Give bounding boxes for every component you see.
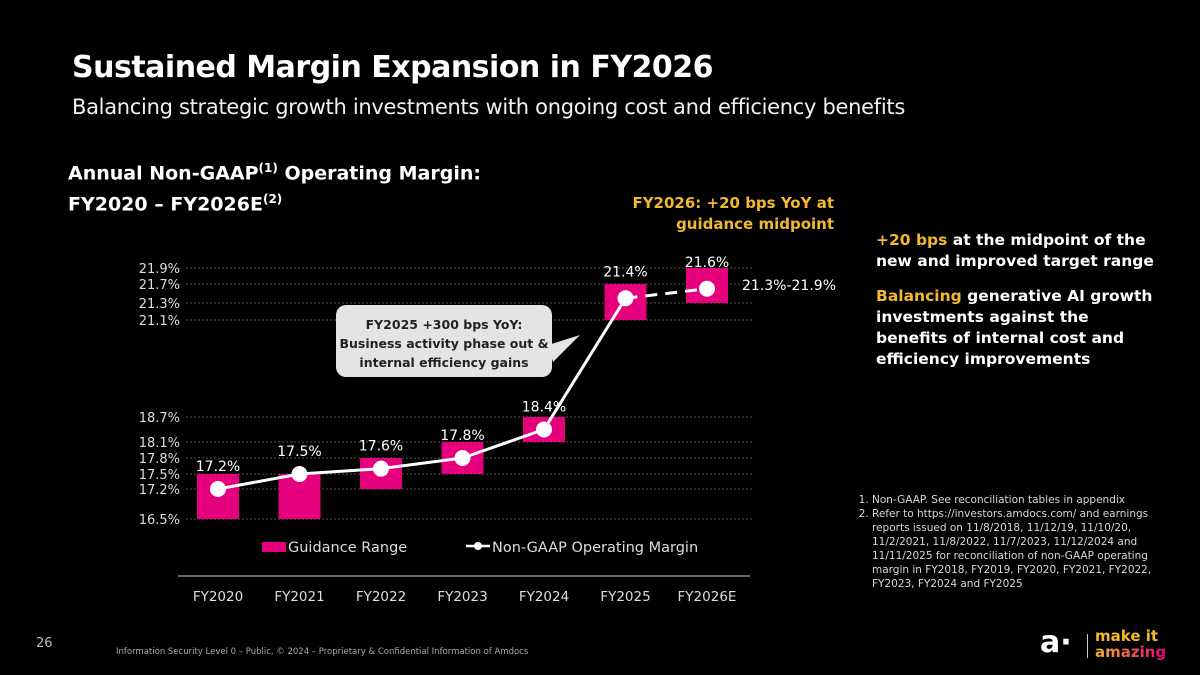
x-tick-label: FY2024 bbox=[519, 589, 569, 605]
y-axis-labels: 21.9%21.7% 21.3% 21.1% 18.7% 18.1%17.8%17.5%… bbox=[139, 262, 180, 528]
chart-title: Annual Non-GAAP(1) Operating Margin: FY2… bbox=[68, 155, 481, 218]
data-point bbox=[291, 466, 308, 482]
chart-title-part: Annual Non-GAAP bbox=[68, 162, 259, 185]
y-tick-label: 21.9% bbox=[139, 262, 180, 277]
side-text: at the midpoint of the new and improved … bbox=[876, 231, 1154, 270]
side-text: generative AI growth investments against… bbox=[876, 287, 1153, 368]
legend-marker bbox=[474, 542, 482, 550]
data-label: 21.6% bbox=[685, 255, 729, 271]
data-label: 21.4% bbox=[603, 264, 647, 280]
chart-title-part: Operating Margin: bbox=[277, 162, 481, 185]
y-tick-label: 16.5% bbox=[139, 513, 180, 528]
data-point bbox=[454, 450, 471, 466]
highlight: +20 bps bbox=[876, 231, 948, 249]
line-segment bbox=[217, 472, 300, 491]
fy2026-callout: FY2026: +20 bps YoY at guidance midpoint bbox=[632, 194, 834, 233]
legend-swatch-guidance bbox=[262, 542, 286, 552]
copyright-notice: Information Security Level 0 – Public, ©… bbox=[116, 647, 529, 657]
data-point bbox=[373, 460, 389, 477]
x-tick-label: FY2026E bbox=[678, 589, 737, 605]
logo-line1: make it bbox=[1095, 627, 1159, 645]
x-tick-label: FY2022 bbox=[356, 589, 406, 605]
line-segment bbox=[542, 297, 627, 431]
line-segment bbox=[299, 467, 382, 476]
margin-points bbox=[210, 280, 715, 497]
page-subtitle: Balancing strategic growth investments w… bbox=[72, 95, 905, 119]
y-tick-label: 17.5% bbox=[139, 468, 180, 483]
footnotes: Non-GAAP. See reconciliation tables in a… bbox=[856, 493, 1176, 591]
y-tick-label: 21.1% bbox=[139, 314, 180, 329]
y-tick-label: 18.7% bbox=[139, 411, 180, 426]
footnote-item: Refer to https://investors.amdocs.com/ a… bbox=[872, 507, 1176, 591]
page-number: 26 bbox=[36, 636, 53, 651]
line-segment bbox=[462, 428, 545, 460]
side-commentary: +20 bps at the midpoint of the new and i… bbox=[876, 230, 1156, 384]
legend: Guidance Range Non-GAAP Operating Margin bbox=[262, 540, 698, 556]
legend-label-guidance: Guidance Range bbox=[288, 540, 407, 556]
data-label: 18.4% bbox=[522, 400, 566, 416]
chart-title-part: FY2020 – FY2026E bbox=[68, 193, 263, 216]
logo-divider bbox=[1087, 634, 1088, 658]
footnote-ref: (2) bbox=[262, 192, 283, 207]
forecast-segment bbox=[625, 287, 708, 300]
data-label: 17.8% bbox=[440, 428, 484, 444]
logo-tagline: make it amazing bbox=[1095, 628, 1166, 660]
data-label: 17.6% bbox=[359, 439, 403, 455]
y-tick-label: 17.8% bbox=[139, 452, 180, 467]
bubble-line: Business activity phase out & bbox=[339, 336, 549, 351]
margin-line bbox=[217, 287, 708, 491]
data-point bbox=[536, 421, 552, 438]
bubble-line: internal efficiency gains bbox=[359, 355, 529, 370]
x-tick-label: FY2020 bbox=[193, 589, 243, 605]
footnote-item: Non-GAAP. See reconciliation tables in a… bbox=[872, 493, 1176, 507]
logo-line2: amazing bbox=[1095, 643, 1167, 661]
bubble-line: FY2025 +300 bps YoY: bbox=[365, 317, 523, 332]
data-label: 17.2% bbox=[196, 459, 240, 475]
amdocs-logo: a· make it amazing bbox=[1040, 626, 1180, 666]
data-label: 17.5% bbox=[277, 444, 321, 460]
side-point: +20 bps at the midpoint of the new and i… bbox=[876, 230, 1156, 272]
y-tick-label: 18.1% bbox=[139, 436, 180, 451]
y-tick-label: 21.7% bbox=[139, 278, 180, 293]
fy2025-callout-bubble: FY2025 +300 bps YoY: Business activity p… bbox=[336, 305, 552, 377]
side-point: Balancing generative AI growth investmen… bbox=[876, 286, 1156, 370]
footnote-ref: (1) bbox=[258, 161, 278, 175]
y-tick-label: 21.3% bbox=[139, 297, 180, 312]
legend-label-margin: Non-GAAP Operating Margin bbox=[492, 540, 698, 556]
data-point bbox=[699, 280, 715, 297]
logo-mark-icon: a· bbox=[1040, 625, 1072, 660]
x-axis-labels: FY2020 FY2021 FY2022 FY2023 FY2024 FY2025 FY20… bbox=[193, 589, 737, 605]
x-tick-label: FY2025 bbox=[600, 589, 650, 605]
x-tick-label: FY2023 bbox=[437, 589, 487, 605]
highlight: Balancing bbox=[876, 287, 962, 305]
range-label: 21.3%-21.9% bbox=[742, 278, 836, 294]
x-tick-label: FY2021 bbox=[274, 589, 324, 605]
line-segment bbox=[380, 456, 463, 471]
data-point bbox=[210, 481, 226, 497]
page-title: Sustained Margin Expansion in FY2026 bbox=[72, 50, 714, 85]
data-labels: 17.2% 17.5% 17.6% 17.8% 18.4% 21.4% 21.6% bbox=[196, 255, 729, 475]
y-tick-label: 17.2% bbox=[139, 483, 180, 498]
data-point bbox=[617, 290, 634, 307]
bubble-pointer bbox=[548, 335, 580, 362]
